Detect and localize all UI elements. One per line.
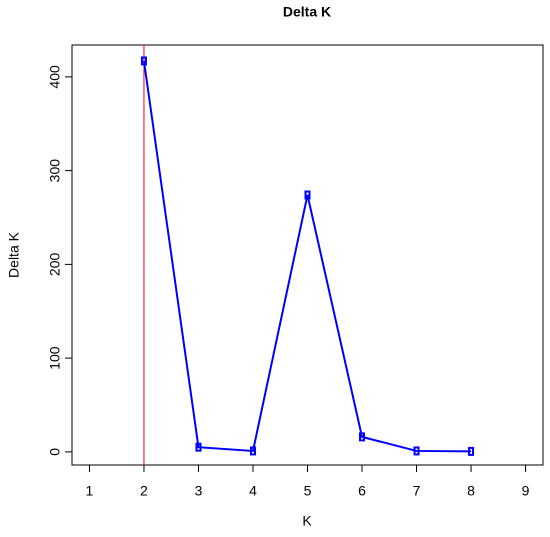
x-tick-label: 9 xyxy=(522,483,530,499)
x-tick-label: 8 xyxy=(467,483,475,499)
data-point xyxy=(140,56,147,66)
y-tick-label: 200 xyxy=(47,252,63,276)
y-tick-label: 0 xyxy=(47,448,63,456)
data-point xyxy=(359,432,366,442)
x-tick-label: 4 xyxy=(249,483,257,499)
x-tick-label: 7 xyxy=(413,483,421,499)
x-tick-label: 5 xyxy=(304,483,312,499)
data-point xyxy=(195,442,202,452)
data-point xyxy=(468,446,475,456)
y-tick-label: 100 xyxy=(47,346,63,370)
data-point xyxy=(304,190,311,200)
plot-box xyxy=(71,44,544,466)
x-axis-label: K xyxy=(302,513,312,529)
y-axis-label: Delta K xyxy=(6,231,22,278)
x-tick-label: 6 xyxy=(358,483,366,499)
x-tick-label: 1 xyxy=(86,483,94,499)
data-point xyxy=(413,446,420,456)
x-tick-label: 2 xyxy=(140,483,148,499)
chart-title: Delta K xyxy=(283,4,331,20)
x-tick-label: 3 xyxy=(195,483,203,499)
data-point xyxy=(249,446,256,456)
y-tick-label: 400 xyxy=(47,65,63,89)
data-line xyxy=(142,60,472,453)
y-tick-label: 300 xyxy=(47,159,63,183)
